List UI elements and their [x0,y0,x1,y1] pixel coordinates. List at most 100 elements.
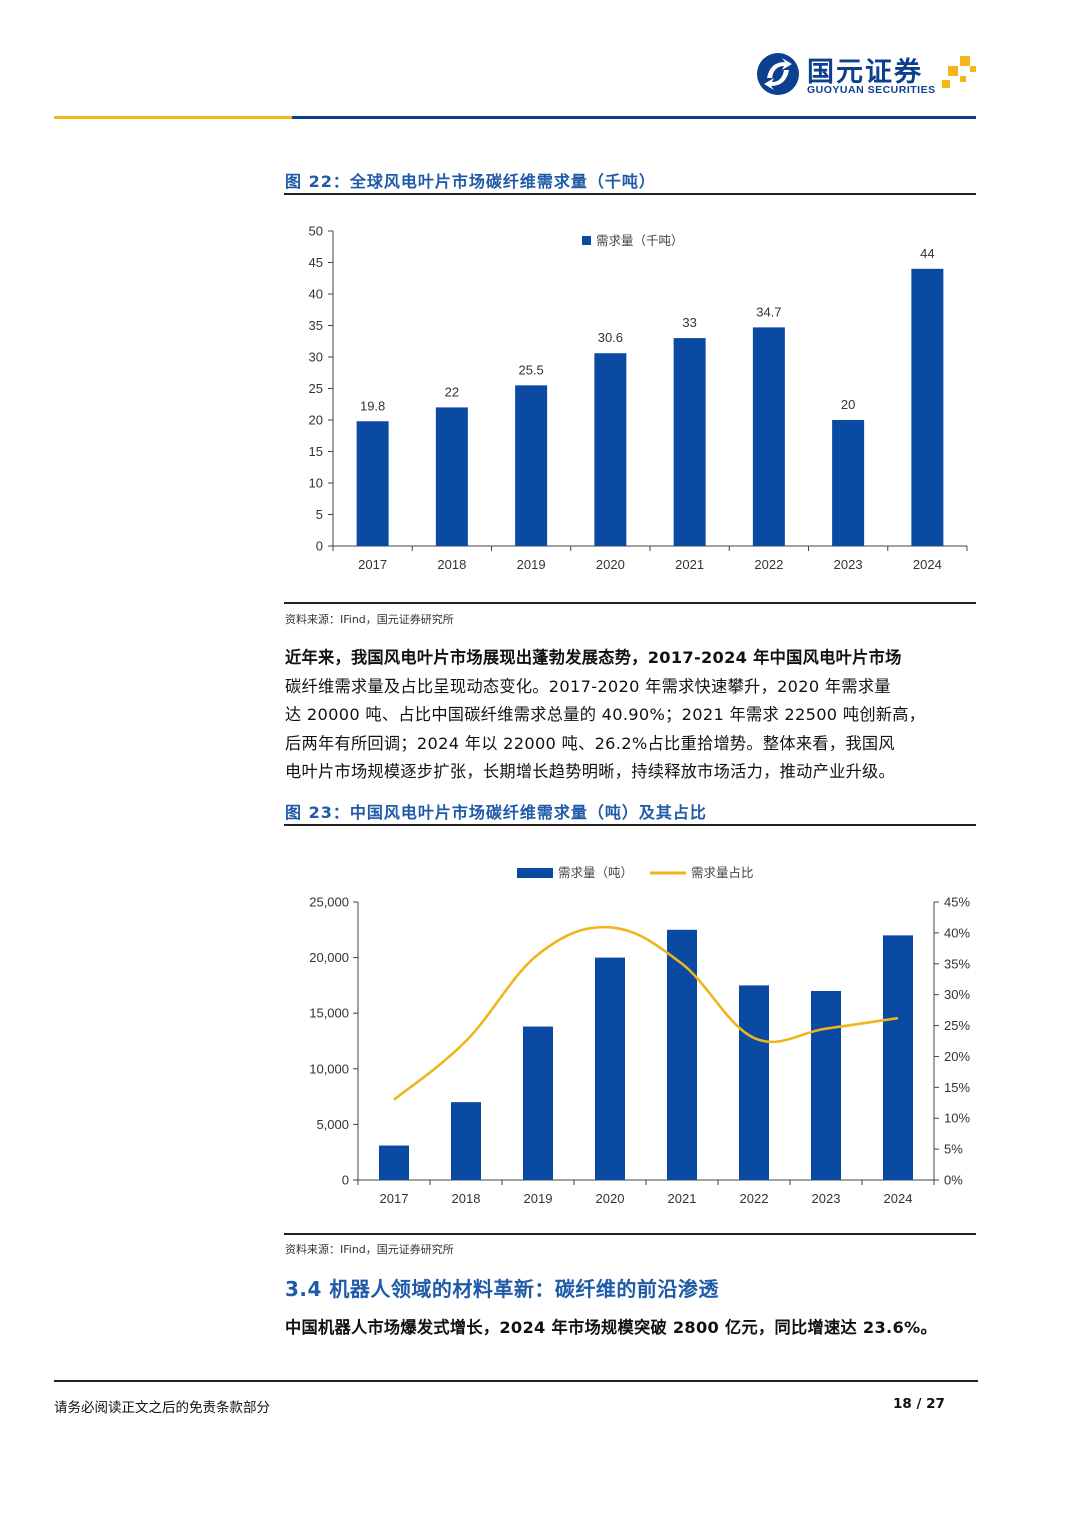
paragraph-line: 后两年有所回调；2024 年以 22000 吨、26.2%占比重拾增势。整体来看… [285,733,895,753]
x-tick-label: 2018 [437,557,466,572]
brand-name-en: GUOYUAN SECURITIES [807,84,936,96]
y-tick-label: 20 [309,413,323,428]
page-number: 18 / 27 [893,1396,945,1412]
paragraph-line: 达 20000 吨、占比中国碳纤维需求总量的 40.90%；2021 年需求 2… [285,705,926,725]
y-tick-label-right: 5% [944,1142,963,1157]
y-tick-label-left: 0 [342,1173,349,1188]
bar [435,407,468,546]
y-tick-label-right: 25% [944,1018,970,1033]
y-tick-label: 10 [309,476,323,491]
data-label: 25.5 [518,362,543,377]
x-tick-label: 2017 [380,1191,409,1206]
figure22-bottom-rule [284,602,976,604]
x-tick-label: 2017 [358,557,387,572]
x-tick-label: 2022 [754,557,783,572]
figure23-bottom-rule [284,1233,976,1235]
x-tick-label: 2019 [517,557,546,572]
paragraph-line: 碳纤维需求量及占比呈现动态变化。2017-2020 年需求快速攀升，2020 年… [285,676,891,696]
y-tick-label: 25 [309,381,323,396]
x-tick-label: 2024 [884,1191,913,1206]
legend-bar-swatch [517,868,553,878]
bar [379,1145,409,1180]
x-tick-label: 2018 [452,1191,481,1206]
figure22-top-rule [284,193,976,195]
y-tick-label: 0 [316,539,323,554]
y-tick-label: 5 [316,507,323,522]
figure23-chart: 需求量（吨） 需求量占比 0 5,000 10,000 15,000 20,000 25,00… [309,865,970,1206]
bar [752,327,785,546]
bar [739,985,769,1180]
x-tick-label: 2019 [524,1191,553,1206]
y-tick-label: 40 [309,287,323,302]
bar [356,421,389,546]
y-tick-label-left: 20,000 [309,950,349,965]
bar [595,957,625,1180]
brand-logo [757,53,976,95]
paragraph-line: 近年来，我国风电叶片市场展现出蓬勃发展态势，2017-2024 年中国风电叶片市… [285,648,902,667]
section-heading: 3.4 机器人领域的材料革新：碳纤维的前沿渗透 [285,1277,719,1301]
y-tick-label-left: 5,000 [316,1117,349,1132]
x-tick-label: 2022 [740,1191,769,1206]
bar [523,1026,553,1180]
data-label: 30.6 [598,330,623,345]
x-tick-label: 2020 [596,557,625,572]
data-label: 44 [920,246,934,261]
y-tick-label: 30 [309,350,323,365]
y-tick-label-left: 10,000 [309,1061,349,1076]
footer-disclaimer: 请务必阅读正文之后的免责条款部分 [54,1400,270,1416]
y-tick-label: 45 [309,255,323,270]
bar [883,935,913,1180]
x-tick-label: 2020 [596,1191,625,1206]
figure23-top-rule [284,824,976,826]
figure23-title: 图 23：中国风电叶片市场碳纤维需求量（吨）及其占比 [285,803,707,822]
body-paragraph: 近年来，我国风电叶片市场展现出蓬勃发展态势，2017-2024 年中国风电叶片市… [285,644,980,787]
y-tick-label: 50 [309,224,323,239]
logo-square-icon [948,66,958,76]
x-tick-label: 2024 [913,557,942,572]
bar [515,385,548,546]
figure23-source: 资料来源：IFind，国元证券研究所 [285,1243,454,1256]
share-line [393,925,899,1101]
x-tick-label: 2023 [812,1191,841,1206]
data-label: 34.7 [756,304,781,319]
y-tick-label-right: 35% [944,956,970,971]
legend-line-label: 需求量占比 [691,865,754,880]
y-tick-label-right: 15% [944,1080,970,1095]
bar [667,929,697,1180]
data-label: 22 [445,384,459,399]
logo-emblem-icon [757,53,799,95]
y-tick-label-right: 30% [944,987,970,1002]
x-tick-label: 2023 [834,557,863,572]
bar [451,1102,481,1180]
data-label: 19.8 [360,398,385,413]
data-label: 33 [682,315,696,330]
y-tick-label: 15 [309,444,323,459]
bar [811,990,841,1180]
brand-name-cn: 国元证券 [807,57,923,88]
y-tick-label-left: 15,000 [309,1006,349,1021]
section-paragraph: 中国机器人市场爆发式增长，2024 年市场规模突破 2800 亿元，同比增速达 … [285,1318,938,1337]
y-tick-label-right: 20% [944,1049,970,1064]
y-tick-label-right: 45% [944,895,970,910]
legend-label: 需求量（千吨） [596,234,684,248]
bar [911,268,944,546]
paragraph-line: 电叶片市场规模逐步扩张，长期增长趋势明晰，持续释放市场活力，推动产业升级。 [285,762,896,782]
y-tick-label-right: 0% [944,1173,963,1188]
header-rule-gold [54,116,292,119]
legend-bar-label: 需求量（吨） [558,866,633,880]
x-tick-label: 2021 [668,1191,697,1206]
legend-swatch [582,236,591,245]
bar [594,353,627,546]
data-label: 20 [841,397,855,412]
figure22-chart: 需求量（千吨） 0 5 10 15 20 25 30 35 40 45 50 19.8 2017 22 201… [309,224,968,572]
y-tick-label-right: 40% [944,925,970,940]
header-rule-blue [292,116,976,119]
y-tick-label-right: 10% [944,1111,970,1126]
bar [673,338,706,546]
x-tick-label: 2021 [675,557,704,572]
y-tick-label-left: 25,000 [309,895,349,910]
figure22-source: 资料来源：IFind，国元证券研究所 [285,613,454,626]
y-tick-label: 35 [309,318,323,333]
footer-rule [54,1380,978,1382]
bar [832,420,865,546]
